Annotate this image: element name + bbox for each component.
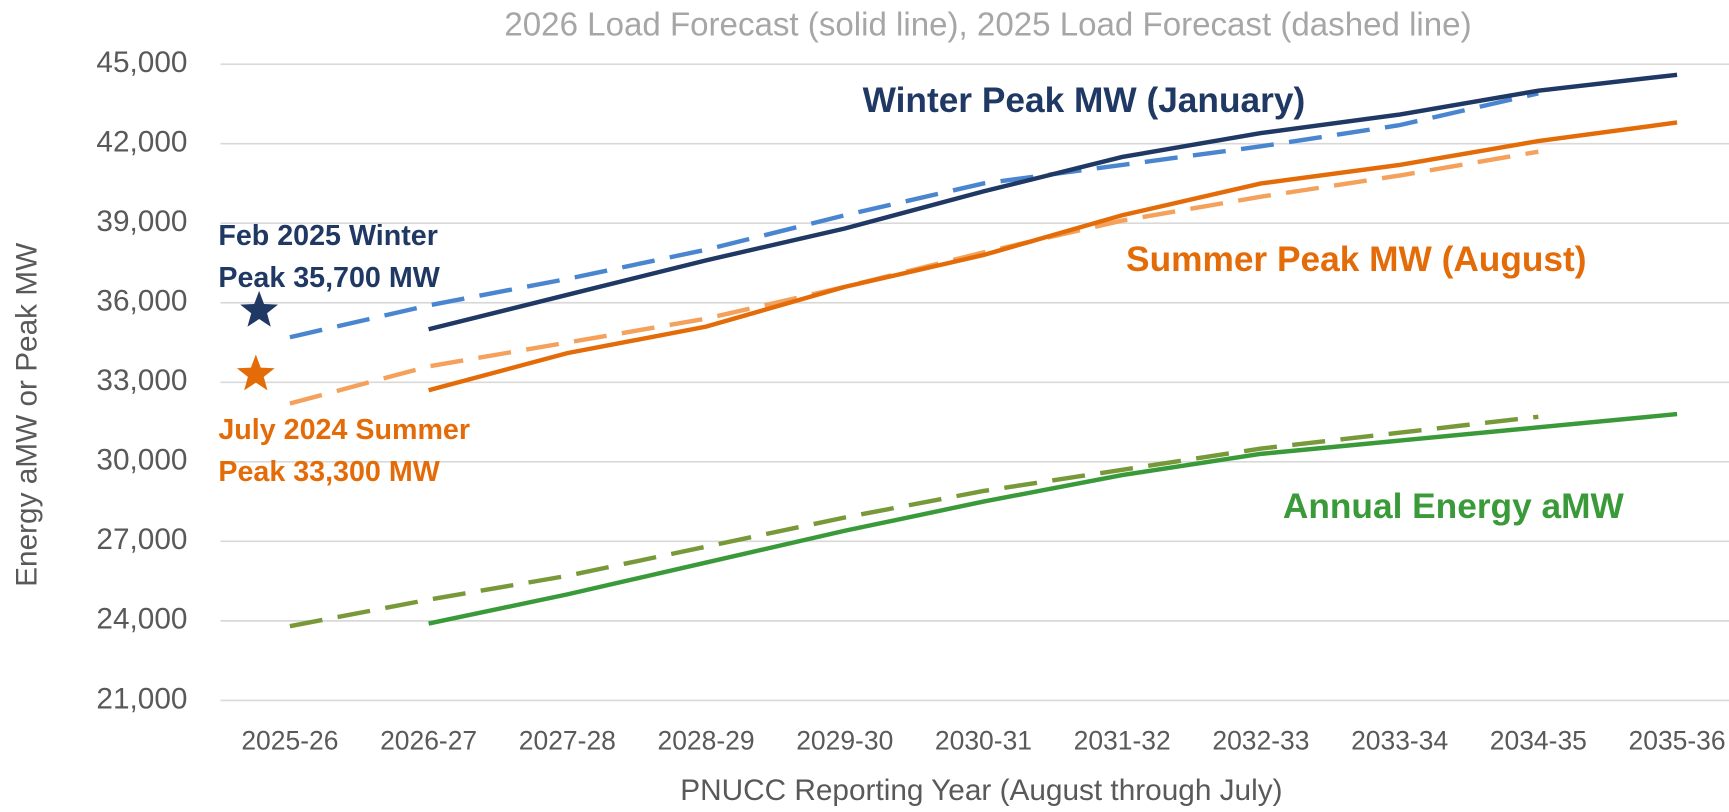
x-tick-label: 2027-28 bbox=[519, 725, 616, 755]
peak-star bbox=[236, 354, 275, 391]
y-tick-label: 24,000 bbox=[96, 603, 187, 636]
series-label: Annual Energy aMW bbox=[1283, 487, 1625, 526]
x-tick-label: 2031-32 bbox=[1074, 725, 1171, 755]
solid-line bbox=[428, 411, 1678, 626]
annotation: July 2024 Summer bbox=[218, 414, 470, 446]
x-tick-label: 2035-36 bbox=[1629, 725, 1726, 755]
dashed-line bbox=[289, 91, 1539, 340]
y-tick-label: 21,000 bbox=[96, 682, 187, 715]
y-tick-label: 27,000 bbox=[96, 523, 187, 556]
y-tick-label: 30,000 bbox=[96, 444, 187, 477]
y-tick-label: 33,000 bbox=[96, 364, 187, 397]
y-tick-label: 39,000 bbox=[96, 205, 187, 238]
peak-star bbox=[240, 290, 279, 327]
dashed-line bbox=[289, 414, 1539, 629]
solid-line bbox=[428, 120, 1678, 393]
annotation: Feb 2025 Winter bbox=[218, 220, 438, 252]
x-axis-title: PNUCC Reporting Year (August through Jul… bbox=[680, 774, 1282, 807]
annotation: Peak 33,300 MW bbox=[218, 456, 440, 488]
x-tick-label: 2033-34 bbox=[1351, 725, 1448, 755]
x-tick-label: 2032-33 bbox=[1212, 725, 1309, 755]
y-tick-label: 42,000 bbox=[96, 126, 187, 159]
x-tick-label: 2025-26 bbox=[241, 725, 338, 755]
annotation: Peak 35,700 MW bbox=[218, 262, 440, 294]
chart-title: 2026 Load Forecast (solid line), 2025 Lo… bbox=[504, 6, 1471, 43]
x-tick-label: 2034-35 bbox=[1490, 725, 1587, 755]
x-tick-label: 2030-31 bbox=[935, 725, 1032, 755]
series-label: Summer Peak MW (August) bbox=[1126, 240, 1586, 279]
solid-line bbox=[428, 72, 1678, 332]
x-tick-label: 2029-30 bbox=[796, 725, 893, 755]
y-tick-label: 45,000 bbox=[96, 46, 187, 79]
x-tick-label: 2026-27 bbox=[380, 725, 477, 755]
y-tick-label: 36,000 bbox=[96, 285, 187, 318]
series-label: Winter Peak MW (January) bbox=[863, 81, 1306, 120]
x-tick-label: 2028-29 bbox=[657, 725, 754, 755]
y-axis-title: Energy aMW or Peak MW bbox=[11, 243, 44, 587]
